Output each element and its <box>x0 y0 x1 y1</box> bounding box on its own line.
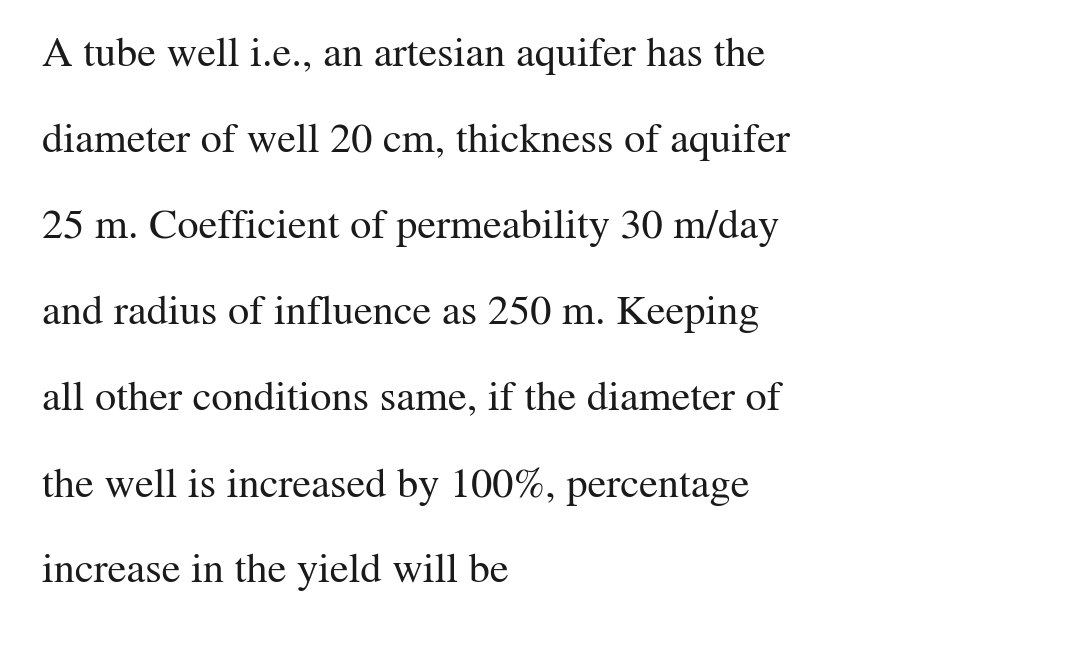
Text: diameter of well 20 cm, thickness of aquifer: diameter of well 20 cm, thickness of aqu… <box>42 124 789 162</box>
Text: all other conditions same, if the diameter of: all other conditions same, if the diamet… <box>42 382 781 419</box>
Text: the well is increased by 100%, percentage: the well is increased by 100%, percentag… <box>42 468 750 507</box>
Text: increase in the yield will be: increase in the yield will be <box>42 554 509 591</box>
Text: and radius of influence as 250 m. Keeping: and radius of influence as 250 m. Keepin… <box>42 296 759 333</box>
Text: A tube well i.e., an artesian aquifer has the: A tube well i.e., an artesian aquifer ha… <box>42 38 766 75</box>
Text: 25 m. Coefficient of permeability 30 m/day: 25 m. Coefficient of permeability 30 m/d… <box>42 210 780 248</box>
